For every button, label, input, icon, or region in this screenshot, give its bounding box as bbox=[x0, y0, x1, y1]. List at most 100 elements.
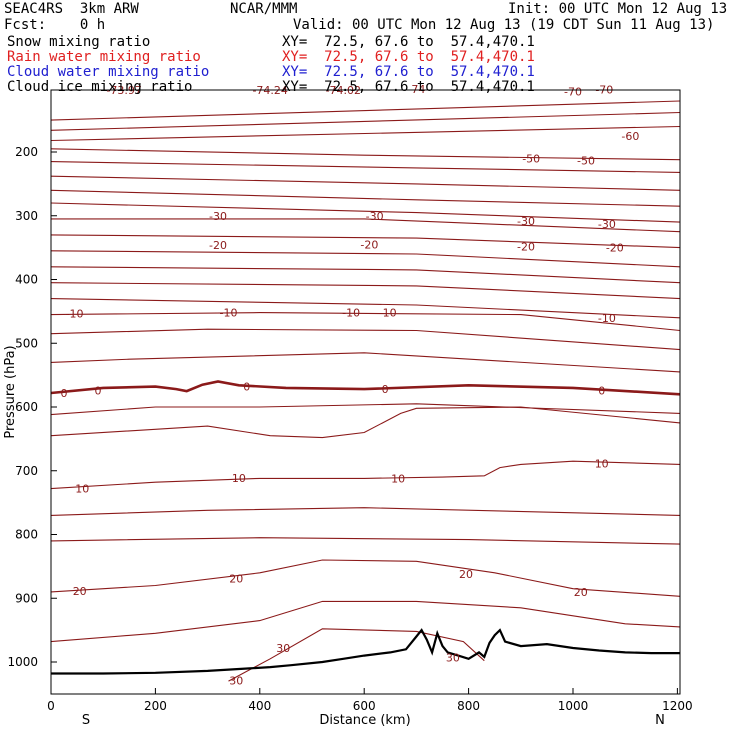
terrain-surface-line bbox=[51, 628, 680, 675]
x-tick-label: 200 bbox=[144, 699, 167, 713]
isotherm-line bbox=[50, 161, 681, 173]
forecast-hour: Fcst: 0 h bbox=[4, 17, 106, 33]
x-tick-label: 400 bbox=[248, 699, 271, 713]
contour-label: -73.97 bbox=[106, 84, 141, 97]
isotherm-line bbox=[50, 189, 681, 207]
y-tick-label: 700 bbox=[15, 464, 38, 478]
contour-label: -50 bbox=[522, 152, 540, 165]
valid-time: Valid: 00 UTC Mon 12 Aug 13 (19 CDT Sun … bbox=[293, 17, 715, 33]
contour-label: 0 bbox=[61, 387, 68, 400]
y-tick-label: 900 bbox=[15, 591, 38, 605]
contour-label: 30 bbox=[276, 642, 290, 655]
contour-label: 10 bbox=[595, 458, 609, 471]
isotherm-line bbox=[50, 298, 681, 319]
contour-label: -20 bbox=[209, 239, 227, 252]
field-coords-cloud-water: XY= 72.5, 67.6 to 57.4,470.1 bbox=[282, 64, 535, 80]
y-axis: 200 300 400 500 600 700 800 900 1000 bbox=[7, 145, 57, 669]
contour-label: -30 bbox=[517, 215, 535, 228]
isotherm-line bbox=[50, 507, 681, 516]
contour-label: -30 bbox=[209, 210, 227, 223]
contour-label: -50 bbox=[577, 154, 595, 167]
contour-label: -10 bbox=[598, 312, 616, 325]
y-tick-label: 300 bbox=[15, 209, 38, 223]
init-time: Init: 00 UTC Mon 12 Aug 13 bbox=[508, 1, 728, 17]
contour-label: 20 bbox=[73, 585, 87, 598]
isotherm-line bbox=[50, 266, 681, 284]
isotherm-line bbox=[51, 218, 681, 233]
isotherm-line bbox=[50, 234, 681, 249]
contour-label: 0 bbox=[95, 384, 102, 397]
isotherm-line bbox=[50, 202, 681, 223]
y-tick-label: 400 bbox=[15, 273, 38, 287]
contour-label: 0 bbox=[243, 381, 250, 394]
isotherm-line bbox=[50, 282, 681, 300]
field-coords-snow: XY= 72.5, 67.6 to 57.4,470.1 bbox=[282, 34, 535, 50]
isotherm-line bbox=[50, 111, 681, 131]
isotherm-line bbox=[50, 175, 681, 191]
x-tick-label: 800 bbox=[457, 699, 480, 713]
contour-label: -30 bbox=[366, 210, 384, 223]
y-tick-label: 1000 bbox=[7, 655, 38, 669]
contour-label: 20 bbox=[459, 568, 473, 581]
x-tick-label: 0 bbox=[47, 699, 55, 713]
isotherm-line bbox=[50, 125, 681, 142]
x-axis-label: Distance (km) bbox=[319, 713, 410, 728]
isotherm-line bbox=[50, 100, 681, 121]
y-tick-label: 500 bbox=[15, 336, 38, 350]
x-tick-label: 1000 bbox=[558, 699, 589, 713]
isotherm-line bbox=[50, 148, 681, 161]
south-end-label: S bbox=[82, 713, 90, 728]
contour-label: -74 bbox=[407, 83, 425, 96]
contour-label: 10 bbox=[232, 472, 246, 485]
model-title: SEAC4RS 3km ARW bbox=[4, 1, 139, 17]
contour-label: -60 bbox=[621, 130, 639, 143]
contour-label: -74.02 bbox=[326, 84, 361, 97]
temperature-contours bbox=[50, 100, 681, 682]
center-name: NCAR/MMM bbox=[230, 1, 298, 17]
contour-label: 10 bbox=[391, 472, 405, 485]
field-legend-snow: Snow mixing ratio bbox=[7, 34, 151, 50]
contour-label: -10 bbox=[66, 307, 84, 320]
isotherm-line bbox=[50, 312, 681, 332]
y-tick-label: 600 bbox=[15, 400, 38, 414]
contour-label: 30 bbox=[229, 675, 243, 688]
contour-label: -20 bbox=[606, 242, 624, 255]
isotherm-line bbox=[50, 537, 681, 545]
y-tick-label: 800 bbox=[15, 528, 38, 542]
contour-label: -10 bbox=[379, 307, 397, 320]
contour-label: 0 bbox=[382, 383, 389, 396]
isotherm-line bbox=[50, 460, 681, 490]
north-end-label: N bbox=[655, 713, 665, 728]
isotherm-line bbox=[50, 250, 681, 268]
contour-label: -70 bbox=[564, 85, 582, 98]
isotherm-line bbox=[50, 600, 681, 643]
isotherm-line bbox=[50, 559, 681, 597]
contour-label: 10 bbox=[75, 483, 89, 496]
contour-label: -10 bbox=[220, 307, 238, 320]
isotherm-line bbox=[50, 352, 681, 373]
isotherm-line bbox=[50, 328, 681, 351]
contour-labels: -73.97 -74.24 -74.02 -74 -70 -70-60-50 -50-30-… bbox=[61, 83, 640, 688]
contour-label: -20 bbox=[517, 240, 535, 253]
y-tick-label: 200 bbox=[15, 145, 38, 159]
isotherm-line bbox=[228, 628, 485, 682]
contour-label: -10 bbox=[342, 307, 360, 320]
x-tick-label: 1200 bbox=[662, 699, 693, 713]
field-legend-cloud-ice: Cloud ice mixing ratio bbox=[7, 79, 193, 95]
field-legend-rain: Rain water mixing ratio bbox=[7, 49, 201, 65]
x-axis: 0 200 400 600 800 1000 1200 bbox=[47, 688, 693, 713]
plot-frame bbox=[50, 89, 681, 695]
contour-label: -30 bbox=[598, 218, 616, 231]
contour-label: -20 bbox=[360, 238, 378, 251]
contour-label: -74.24 bbox=[252, 84, 287, 97]
contour-label: 0 bbox=[598, 384, 605, 397]
contour-label: 20 bbox=[229, 573, 243, 586]
field-coords-cloud-ice: XY= 72.5, 67.6 to 57.4,470.1 bbox=[282, 79, 535, 95]
isotherm-line bbox=[50, 406, 681, 439]
contour-label: 20 bbox=[574, 586, 588, 599]
x-tick-label: 600 bbox=[353, 699, 376, 713]
contour-label: 30 bbox=[446, 652, 460, 665]
y-axis-label: Pressure (hPa) bbox=[3, 345, 18, 438]
field-legend-cloud-water: Cloud water mixing ratio bbox=[7, 64, 210, 80]
